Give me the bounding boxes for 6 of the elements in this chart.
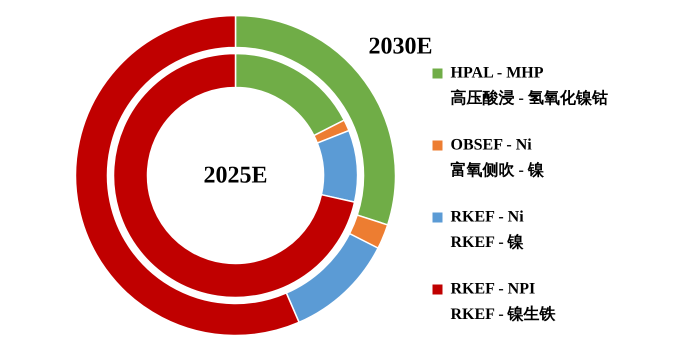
legend-label: OBSEF - Ni 富氧侧吹 - 镍	[450, 136, 545, 179]
legend-label: RKEF - NPI RKEF - 镍生铁	[450, 280, 557, 323]
legend-label: HPAL - MHP 高压酸浸 - 氢氧化镍钴	[450, 64, 608, 107]
slice-label: 2030E	[368, 34, 433, 60]
slice-label: 2025E	[203, 162, 268, 188]
legend-label: RKEF - Ni RKEF - 镍	[450, 208, 525, 251]
